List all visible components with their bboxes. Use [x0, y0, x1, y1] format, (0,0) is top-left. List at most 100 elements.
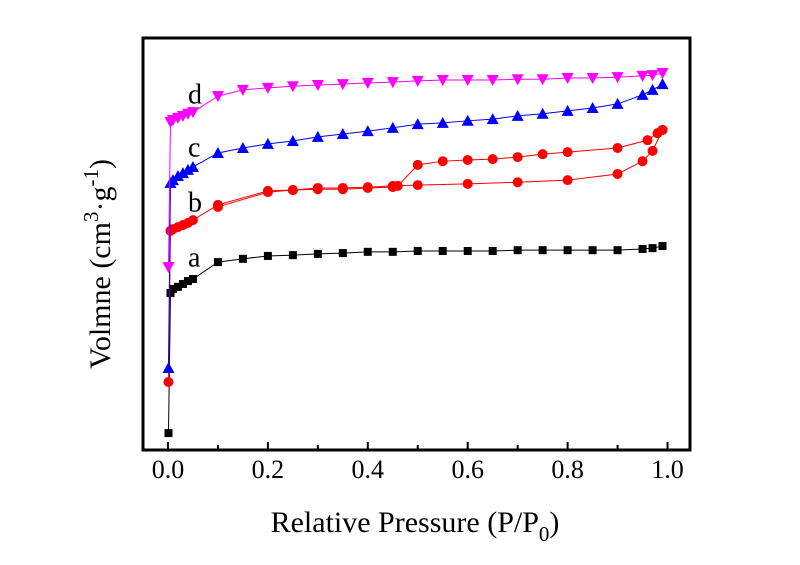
data-point-triangle-up — [411, 118, 424, 130]
data-point-circle — [163, 377, 174, 388]
data-point-triangle-down — [646, 70, 659, 82]
data-point-triangle-up — [586, 102, 599, 114]
series-label-d: d — [188, 80, 202, 111]
data-point-circle — [462, 154, 473, 165]
data-point-triangle-up — [511, 109, 524, 121]
data-point-square — [388, 247, 397, 256]
data-point-triangle-up — [171, 170, 184, 182]
data-point-triangle-down — [311, 79, 324, 91]
data-point-square — [213, 258, 222, 267]
series-label-a: a — [188, 242, 201, 273]
data-point-triangle-down — [286, 81, 299, 93]
data-point-triangle-down — [461, 75, 474, 87]
data-point-circle — [512, 177, 523, 188]
data-point-square — [263, 251, 272, 260]
series-b — [163, 124, 668, 388]
series-line — [167, 72, 663, 268]
data-point-triangle-up — [486, 113, 499, 125]
data-point-circle — [337, 184, 348, 195]
data-point-triangle-down — [386, 77, 399, 89]
data-point-triangle-down — [561, 72, 574, 84]
series-a — [164, 242, 667, 438]
data-point-square — [563, 246, 572, 255]
x-tick-label: 0.6 — [451, 455, 484, 484]
data-point-square — [658, 242, 667, 251]
data-point-triangle-down — [411, 75, 424, 87]
data-point-triangle-down — [511, 74, 524, 86]
data-point-triangle-down — [611, 72, 624, 84]
data-point-square — [166, 289, 175, 298]
data-point-circle — [562, 175, 573, 186]
data-point-square — [164, 429, 173, 438]
data-point-circle — [187, 215, 198, 226]
data-point-square — [338, 249, 347, 258]
data-point-square — [238, 254, 247, 263]
data-point-triangle-up — [261, 137, 274, 149]
series-group — [162, 68, 669, 438]
data-point-triangle-up — [646, 83, 659, 95]
data-point-triangle-up — [176, 167, 189, 179]
data-point-circle — [512, 152, 523, 163]
data-point-circle — [642, 135, 653, 146]
data-point-square — [188, 275, 197, 284]
data-point-triangle-down — [656, 68, 669, 80]
data-point-square — [178, 279, 187, 288]
series-d — [162, 68, 669, 274]
data-point-circle — [637, 156, 648, 167]
data-point-square — [638, 244, 647, 253]
data-point-triangle-up — [336, 127, 349, 139]
plot-frame — [141, 36, 692, 452]
data-point-circle — [647, 145, 658, 156]
data-point-triangle-up — [611, 97, 624, 109]
data-point-circle — [437, 156, 448, 167]
data-point-square — [438, 247, 447, 256]
data-point-triangle-up — [361, 125, 374, 137]
data-point-square — [173, 282, 182, 291]
data-point-triangle-down — [236, 84, 249, 96]
data-point-circle — [562, 147, 573, 158]
data-point-circle — [312, 184, 323, 195]
data-point-square — [413, 247, 422, 256]
x-tick-label: 0.4 — [352, 455, 385, 484]
data-point-triangle-down — [361, 77, 374, 89]
data-point-circle — [487, 154, 498, 165]
series-label-c: c — [188, 132, 200, 163]
data-point-triangle-up — [636, 88, 649, 100]
data-point-triangle-up — [461, 114, 474, 126]
data-point-triangle-down — [336, 79, 349, 91]
series-c — [162, 78, 669, 374]
y-axis-label: Volmne (cm3·g-1) — [79, 159, 117, 369]
data-point-circle — [462, 178, 473, 189]
data-point-triangle-up — [561, 104, 574, 116]
data-point-square — [513, 246, 522, 255]
data-point-triangle-down — [536, 74, 549, 86]
x-tick-label: 0.8 — [551, 455, 584, 484]
data-point-square — [288, 251, 297, 260]
x-axis-ticks: 0.0 0.2 0.4 0.6 0.8 1.0 — [152, 442, 684, 484]
data-point-triangle-down — [486, 75, 499, 87]
data-point-circle — [387, 182, 398, 193]
series-line — [167, 245, 663, 434]
data-point-square — [183, 277, 192, 286]
data-point-triangle-up — [286, 135, 299, 146]
data-point-circle — [652, 128, 663, 139]
data-point-square — [613, 246, 622, 255]
data-point-triangle-up — [181, 163, 194, 175]
x-tick-label: 1.0 — [651, 455, 684, 484]
data-point-circle — [537, 149, 548, 160]
data-point-square — [538, 246, 547, 255]
data-point-square — [313, 249, 322, 258]
data-point-triangle-down — [211, 91, 224, 103]
data-point-square — [488, 247, 497, 256]
data-point-triangle-down — [261, 82, 274, 94]
data-point-square — [588, 246, 597, 255]
data-point-triangle-up — [186, 160, 199, 172]
data-point-triangle-up — [236, 142, 249, 154]
data-point-circle — [412, 180, 423, 191]
data-point-triangle-down — [436, 75, 449, 87]
data-point-square — [463, 247, 472, 256]
data-point-triangle-down — [636, 70, 649, 82]
